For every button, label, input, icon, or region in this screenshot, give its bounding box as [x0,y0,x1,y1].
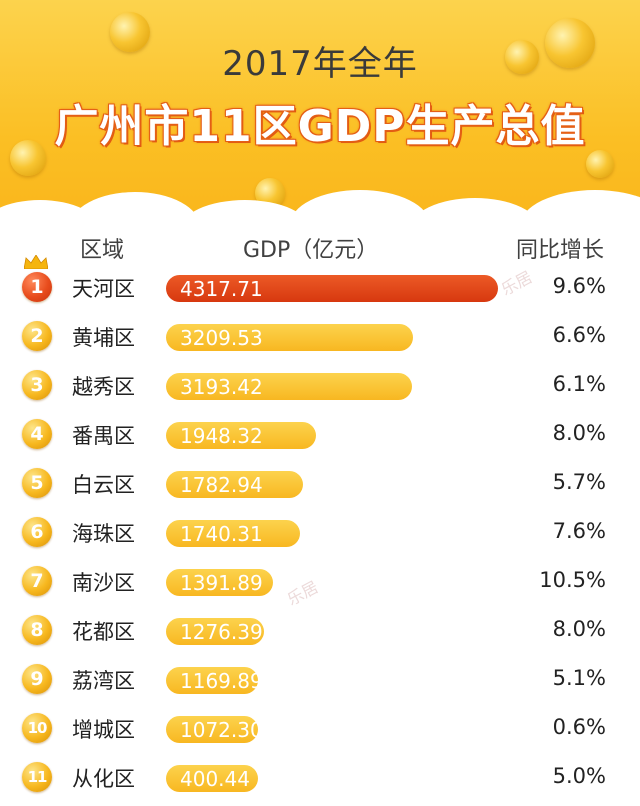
gdp-value-label: 1169.89 [180,669,263,693]
rank-badge: 4 [22,419,52,449]
gdp-bar [166,373,412,400]
growth-value: 5.1% [552,666,606,690]
gdp-bar [166,520,300,547]
cloud-decoration [520,190,640,230]
district-label: 花都区 [72,620,135,644]
table-row: 3 越秀区 3193.42 6.1% [0,364,640,412]
growth-value: 8.0% [552,421,606,445]
coin-icon [505,40,539,74]
gdp-value-label: 1740.31 [180,522,263,546]
gdp-bar [166,471,304,498]
growth-value: 9.6% [552,274,606,298]
column-header-growth: 同比增长 [516,238,605,263]
rank-badge: 2 [22,321,52,351]
coin-icon [545,18,595,68]
rank-badge: 9 [22,664,52,694]
rank-badge: 10 [22,713,52,743]
growth-value: 8.0% [552,617,606,641]
growth-value: 10.5% [539,568,606,592]
district-label: 天河区 [72,277,135,301]
rank-badge: 1 [22,272,52,302]
table-row: 10 增城区 1072.30 0.6% [0,707,640,755]
rank-badge: 11 [22,762,52,792]
district-label: 从化区 [72,767,135,791]
chart-subtitle: 2017年全年 [222,44,418,84]
gdp-value-label: 1072.30 [180,718,263,742]
rank-badge: 5 [22,468,52,498]
table-row: 8 花都区 1276.39 8.0% [0,609,640,657]
gdp-bar [166,667,258,694]
gdp-value-label: 3209.53 [180,326,263,350]
district-label: 番禺区 [72,424,135,448]
gdp-value-label: 3193.42 [180,375,263,399]
growth-value: 5.0% [552,764,606,788]
district-label: 黄埔区 [72,326,135,350]
growth-value: 7.6% [552,519,606,543]
table-row: 4 番禺区 1948.32 8.0% [0,413,640,461]
table-row: 1 天河区 4317.71 9.6% [0,266,640,314]
rank-badge: 8 [22,615,52,645]
gdp-bar [166,765,258,792]
coin-icon [10,140,46,176]
gdp-bar [166,618,265,645]
growth-value: 6.6% [552,323,606,347]
rank-badge: 6 [22,517,52,547]
gdp-value-label: 1948.32 [180,424,263,448]
gdp-bar [166,569,274,596]
chart-title: 广州市11区GDP生产总值 [54,101,586,152]
district-label: 白云区 [72,473,135,497]
district-label: 增城区 [72,718,135,742]
crown-icon [24,255,48,269]
table-row: 11 从化区 400.44 5.0% [0,756,640,804]
growth-value: 5.7% [552,470,606,494]
gdp-value-label: 1782.94 [180,473,263,497]
gdp-bar [166,422,316,449]
gdp-value-label: 1276.39 [180,620,263,644]
district-label: 南沙区 [72,571,135,595]
rank-badge: 7 [22,566,52,596]
gdp-bar [166,324,413,351]
column-header-district: 区域 [80,238,125,263]
header-banner: 2017年全年 广州市11区GDP生产总值 [0,0,640,230]
gdp-value-label: 1391.89 [180,571,263,595]
district-label: 海珠区 [72,522,135,546]
gdp-value-label: 4317.71 [180,277,263,301]
gdp-bar [166,716,258,743]
district-label: 越秀区 [72,375,135,399]
growth-value: 6.1% [552,372,606,396]
table-row: 5 白云区 1782.94 5.7% [0,462,640,510]
gdp-bar [166,275,498,302]
gdp-value-label: 400.44 [180,767,250,791]
coin-icon [586,150,614,178]
table-row: 2 黄埔区 3209.53 6.6% [0,315,640,363]
table-row: 9 荔湾区 1169.89 5.1% [0,658,640,706]
district-label: 荔湾区 [72,669,135,693]
table-row: 6 海珠区 1740.31 7.6% [0,511,640,559]
rank-badge: 3 [22,370,52,400]
coin-icon [110,12,150,52]
column-header-gdp: GDP（亿元） [243,238,379,263]
cloud-decoration [290,190,430,230]
table-row: 7 南沙区 1391.89 10.5% [0,560,640,608]
growth-value: 0.6% [552,715,606,739]
